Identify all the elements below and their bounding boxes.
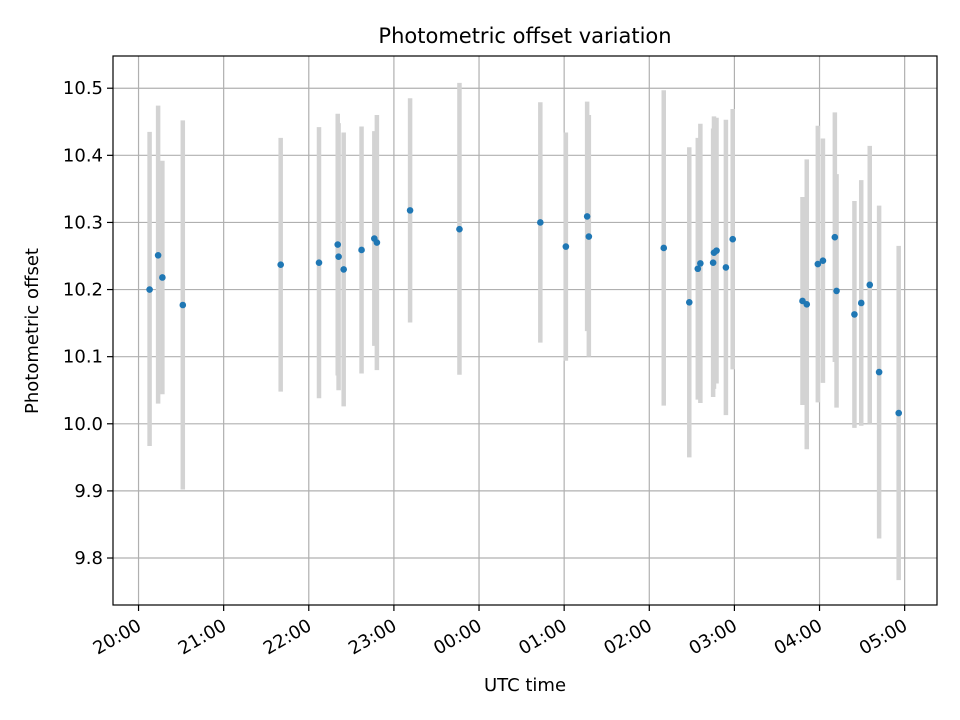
data-point: [537, 219, 544, 226]
y-tick-label: 10.5: [63, 78, 103, 99]
y-tick-label: 10.3: [63, 212, 103, 233]
y-tick-label: 9.8: [74, 548, 103, 569]
x-axis-label: UTC time: [484, 675, 566, 696]
data-point: [857, 299, 865, 307]
y-axis: 9.8 9.9 10.0 10.1 10.2 10.3 10.4 10.5: [63, 78, 113, 569]
y-tick-label: 9.9: [74, 481, 103, 502]
data-point: [456, 225, 463, 233]
data-points: [146, 207, 902, 417]
data-point: [277, 261, 284, 269]
data-point: [159, 274, 166, 281]
data-point: [685, 299, 693, 306]
y-tick-label: 10.2: [63, 280, 103, 301]
data-point: [585, 233, 593, 240]
data-point: [851, 311, 858, 318]
data-point: [803, 301, 811, 308]
data-point: [358, 246, 365, 254]
data-point: [729, 235, 737, 243]
data-point: [895, 409, 902, 417]
data-point: [146, 286, 153, 293]
data-point: [713, 247, 720, 254]
data-point: [831, 233, 839, 241]
plot-frame: [112, 55, 938, 606]
data-point: [373, 239, 381, 246]
data-point: [833, 287, 840, 295]
y-tick-label: 10.1: [63, 347, 103, 368]
chart-title: Photometric offset variation: [378, 24, 671, 48]
data-point: [819, 257, 827, 265]
data-point: [583, 213, 591, 220]
data-point: [697, 260, 704, 267]
data-point: [154, 252, 162, 259]
y-axis-label: Photometric offset: [22, 248, 43, 414]
data-point: [814, 260, 822, 268]
data-point: [866, 281, 874, 289]
data-point: [660, 244, 668, 252]
data-point: [875, 368, 883, 376]
data-point: [709, 259, 717, 267]
data-point: [335, 253, 342, 260]
y-tick-label: 10.0: [63, 414, 103, 435]
data-point: [406, 207, 414, 214]
data-point: [334, 241, 342, 248]
y-tick-label: 10.4: [63, 145, 103, 166]
data-point: [722, 264, 730, 271]
data-point: [694, 265, 702, 273]
data-point: [562, 243, 570, 250]
data-point: [315, 259, 323, 267]
data-point: [179, 301, 187, 309]
data-point: [340, 266, 347, 273]
